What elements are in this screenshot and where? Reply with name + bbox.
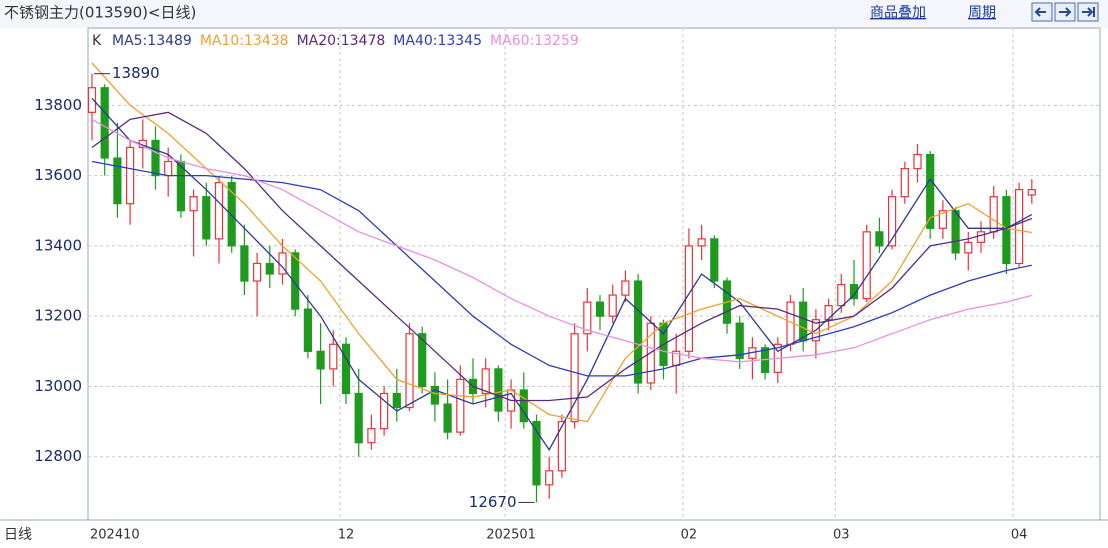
candle-body: [1027, 189, 1036, 196]
candle-body: [799, 301, 808, 342]
candle-body: [240, 245, 249, 282]
y-tick-label: 13600: [34, 166, 82, 184]
candle-body: [227, 182, 236, 247]
candle-body: [481, 368, 490, 395]
candle-body: [253, 262, 262, 282]
candle-body: [697, 238, 706, 247]
candle-body: [837, 283, 846, 307]
candle-body: [494, 368, 503, 412]
ma-line: [91, 160, 1032, 377]
nav-left-icon: [1034, 7, 1046, 17]
overlay-link[interactable]: 商品叠加: [870, 5, 926, 21]
candle-body: [164, 160, 173, 177]
plot-frame: [87, 27, 1101, 521]
nav-buttons[interactable]: [1031, 2, 1099, 22]
candle-body: [1002, 196, 1011, 265]
y-tick-label: 13800: [34, 96, 82, 114]
x-tick-label: 03: [833, 528, 850, 543]
ma-line: [91, 111, 1033, 402]
candle-body: [303, 308, 312, 352]
candle-body: [824, 305, 833, 321]
candle-body: [113, 157, 122, 205]
candle-body: [87, 87, 97, 113]
candle-body: [367, 428, 376, 444]
candle-body: [913, 153, 922, 170]
ma-line: [91, 97, 1033, 451]
candle-body: [735, 322, 744, 359]
candle-body: [710, 238, 719, 282]
candle-body: [862, 231, 871, 300]
x-tick-label: 202501: [486, 528, 536, 543]
candle-body: [430, 385, 439, 405]
y-tick-label: 12800: [34, 447, 82, 465]
nav-end-icon: [1082, 7, 1095, 17]
y-tick-label: 13000: [34, 377, 82, 395]
candle-body: [354, 392, 363, 444]
candle-body: [405, 333, 414, 409]
ma-line: [91, 62, 1032, 423]
legend-entry: MA60:13259: [490, 33, 579, 49]
nav-right-icon: [1059, 7, 1072, 17]
x-tick-label: 12: [338, 528, 355, 543]
x-axis-label: 日线: [4, 527, 32, 543]
annotation-label: 12670: [469, 493, 517, 511]
x-tick-label: 02: [681, 528, 698, 543]
candle-body: [976, 231, 986, 243]
annotation-label: 13890: [112, 64, 160, 82]
legend-entry: MA5:13489: [112, 33, 192, 49]
candle-body: [1014, 189, 1024, 265]
candle-body: [964, 241, 973, 254]
y-tick-label: 13200: [34, 307, 82, 325]
candle-body: [849, 283, 859, 300]
candle-body: [519, 389, 528, 423]
x-tick-label: 04: [1011, 528, 1028, 543]
candle-body: [265, 262, 274, 275]
candle-body: [557, 421, 567, 472]
candle-body: [341, 343, 351, 395]
header-bar: [0, 0, 1108, 28]
candle-body: [443, 403, 452, 433]
legend-k: K: [92, 33, 102, 49]
chart-title: 不锈钢主力(013590)<日线): [4, 4, 196, 22]
candle-body: [887, 196, 897, 247]
candle-body: [392, 392, 401, 409]
candle-body: [989, 196, 998, 233]
candle-body: [570, 333, 579, 423]
candle-body: [595, 301, 605, 317]
candle-body: [329, 343, 338, 370]
candle-body: [291, 252, 300, 310]
x-tick-label: 202410: [90, 528, 140, 543]
candle-body: [418, 333, 427, 388]
candle-body: [633, 280, 643, 384]
candle-body: [951, 210, 960, 254]
ma-line: [91, 118, 1032, 363]
candle-body: [151, 139, 160, 177]
candle-body: [214, 182, 224, 240]
legend-entry: MA10:13438: [200, 33, 289, 49]
candle-body: [583, 301, 592, 335]
candle-body: [189, 196, 198, 212]
candle-body: [938, 210, 948, 229]
candle-body: [900, 167, 909, 198]
candle-body: [125, 146, 135, 205]
legend-entry: MA20:13478: [297, 33, 386, 49]
candle-body: [202, 196, 211, 240]
y-tick-label: 13400: [34, 236, 82, 254]
legend-entry: MA40:13345: [393, 33, 482, 49]
candle-body: [532, 421, 541, 486]
candle-body: [456, 378, 465, 433]
candle-body: [608, 294, 617, 317]
candle-body: [380, 392, 389, 430]
candle-body: [875, 231, 884, 247]
candle-body: [316, 350, 325, 370]
candle-body: [100, 87, 109, 159]
candle-body: [545, 470, 554, 486]
candle-body: [621, 280, 630, 296]
period-link[interactable]: 周期: [968, 5, 996, 21]
candle-body: [926, 153, 935, 229]
